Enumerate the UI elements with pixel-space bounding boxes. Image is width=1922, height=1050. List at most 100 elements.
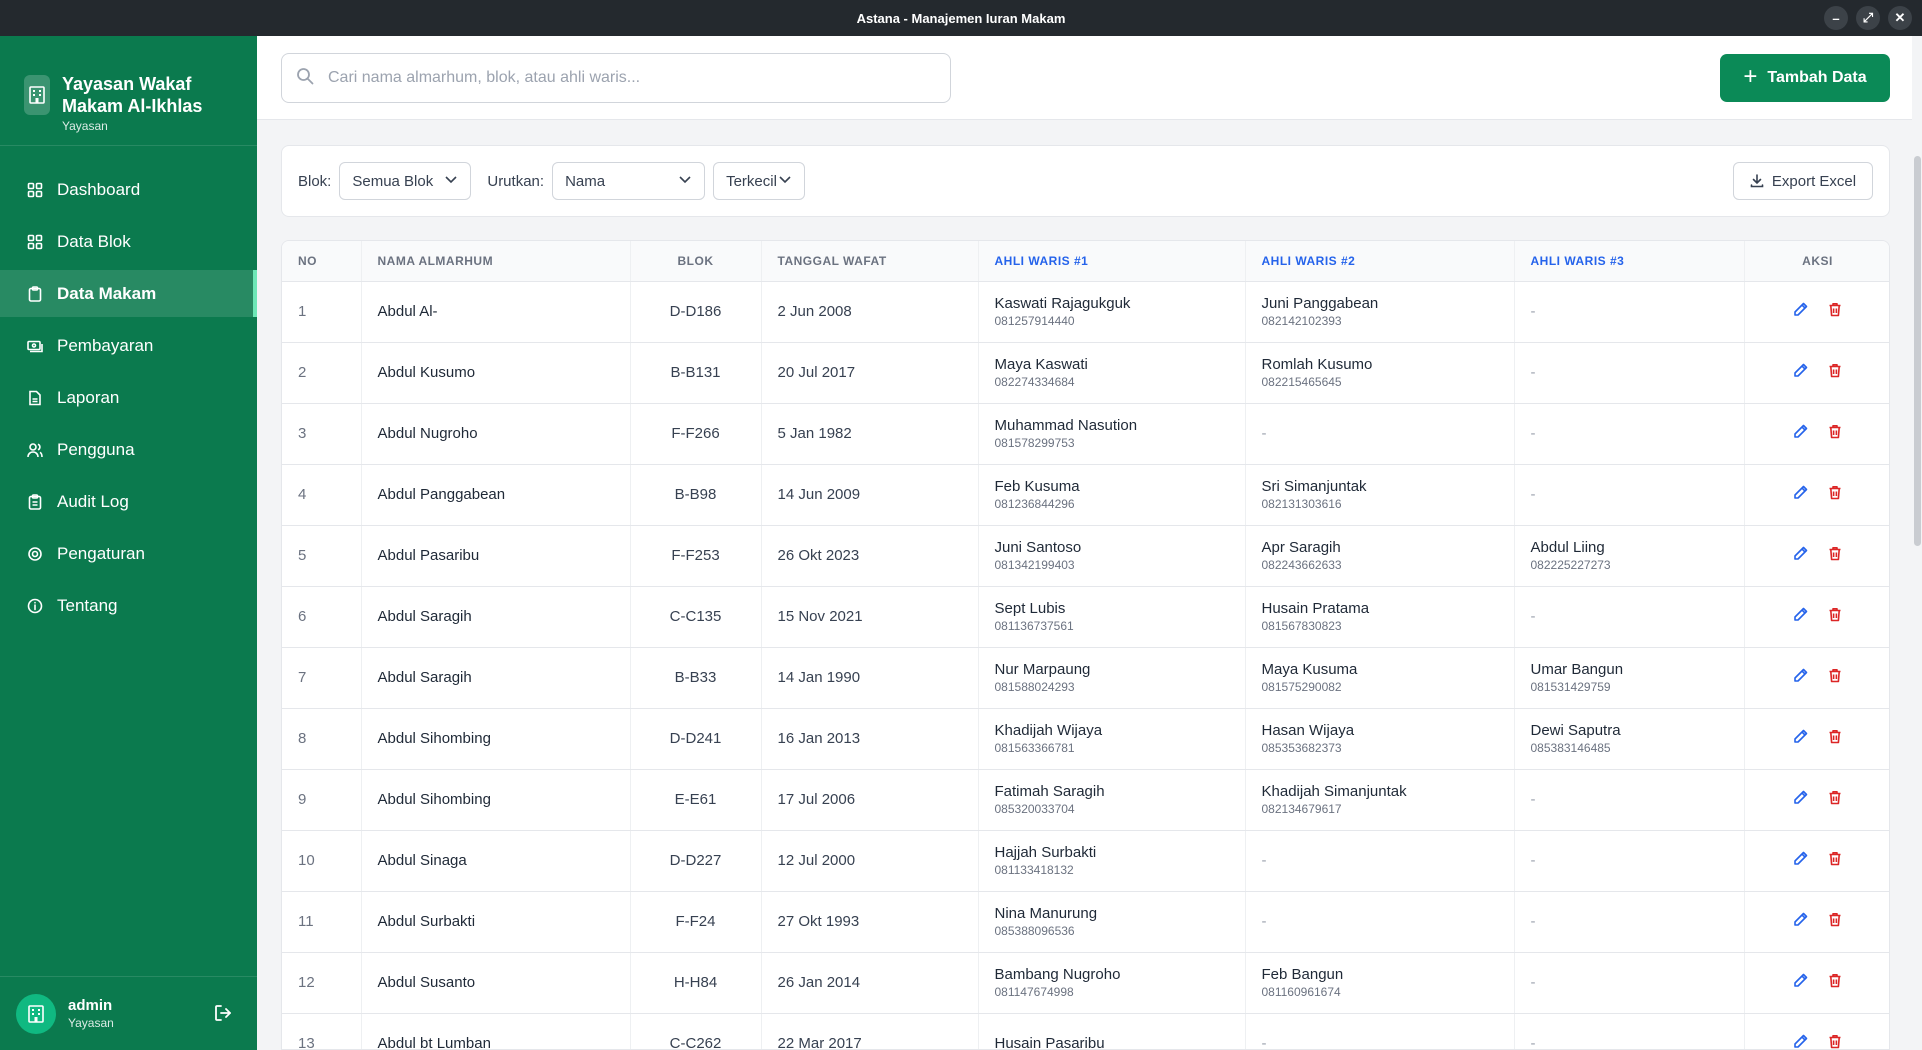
table-row[interactable]: 3 Abdul Nugroho F-F266 5 Jan 1982 Muhammad N…	[282, 403, 1889, 465]
sidebar-item-dashboard[interactable]: Dashboard	[0, 166, 257, 213]
delete-trash-icon[interactable]	[1828, 851, 1842, 870]
col-header-date[interactable]: TANGGAL WAFAT	[761, 241, 979, 282]
heir-phone: 081257914440	[994, 313, 1075, 328]
delete-trash-icon[interactable]	[1828, 363, 1842, 382]
actions-cell	[1744, 769, 1889, 831]
death-date: 15 Nov 2021	[761, 586, 979, 648]
blok-select[interactable]: Semua Blok	[339, 162, 472, 200]
table-row[interactable]: 10 Abdul Sinaga D-D227 12 Jul 2000 Hajjah Su…	[282, 830, 1889, 892]
table-row[interactable]: 6 Abdul Saragih C-C135 15 Nov 2021 Sept Lubi…	[282, 586, 1889, 648]
actions-cell	[1744, 403, 1889, 465]
chevron-down-icon	[778, 172, 792, 190]
edit-pencil-icon[interactable]	[1793, 973, 1808, 992]
edit-pencil-icon[interactable]	[1793, 790, 1808, 809]
table-row[interactable]: 5 Abdul Pasaribu F-F253 26 Okt 2023 Juni San…	[282, 525, 1889, 587]
row-number: 12	[282, 952, 362, 1014]
heir-2-cell: -	[1245, 1013, 1515, 1049]
sidebar-item-pengguna[interactable]: Pengguna	[0, 426, 257, 473]
close-icon[interactable]: ✕	[1888, 6, 1912, 30]
delete-trash-icon[interactable]	[1828, 973, 1842, 992]
col-header-name[interactable]: NAMA ALMARHUM	[361, 241, 631, 282]
heir-3-cell: -	[1514, 403, 1745, 465]
heir-phone: 085320033704	[994, 801, 1075, 816]
heir-name: Kaswati Rajagukguk	[994, 294, 1131, 312]
col-header-heir-3[interactable]: AHLI WARIS #3	[1514, 241, 1745, 282]
table-row[interactable]: 8 Abdul Sihombing D-D241 16 Jan 2013 Khadija…	[282, 708, 1889, 770]
death-date: 22 Mar 2017	[761, 1013, 979, 1049]
heir-3-cell: -	[1514, 891, 1745, 953]
deceased-name: Abdul Saragih	[361, 647, 631, 709]
edit-pencil-icon[interactable]	[1793, 912, 1808, 931]
edit-pencil-icon[interactable]	[1793, 607, 1808, 626]
edit-pencil-icon[interactable]	[1793, 1034, 1808, 1049]
death-date: 12 Jul 2000	[761, 830, 979, 892]
blok-filter-label: Blok:	[298, 172, 332, 190]
heir-phone: 081342199403	[994, 557, 1075, 572]
sidebar-item-tentang[interactable]: Tentang	[0, 582, 257, 629]
edit-pencil-icon[interactable]	[1793, 851, 1808, 870]
delete-trash-icon[interactable]	[1828, 302, 1842, 321]
blok-code: B-B98	[630, 464, 762, 526]
maximize-icon[interactable]: ⤢	[1856, 6, 1880, 30]
edit-pencil-icon[interactable]	[1793, 546, 1808, 565]
delete-trash-icon[interactable]	[1828, 729, 1842, 748]
delete-trash-icon[interactable]	[1828, 668, 1842, 687]
filter-bar: Blok: Semua Blok Urutkan: Nama Terkecil …	[281, 145, 1890, 217]
sort-select[interactable]: Nama	[552, 162, 706, 200]
blok-code: D-D241	[630, 708, 762, 770]
sidebar-item-pembayaran[interactable]: Pembayaran	[0, 322, 257, 369]
edit-pencil-icon[interactable]	[1793, 302, 1808, 321]
table-row[interactable]: 7 Abdul Saragih B-B33 14 Jan 1990 Nur Marpau…	[282, 647, 1889, 709]
empty-mark: -	[1530, 852, 1536, 869]
edit-pencil-icon[interactable]	[1793, 668, 1808, 687]
heir-1-cell: Fatimah Saragih 085320033704	[978, 769, 1246, 831]
blok-code: F-F266	[630, 403, 762, 465]
table-row[interactable]: 9 Abdul Sihombing E-E61 17 Jul 2006 Fatimah …	[282, 769, 1889, 831]
col-header-heir-1[interactable]: AHLI WARIS #1	[978, 241, 1246, 282]
sidebar-nav: Dashboard Data Blok Data Makam Pembayaran La…	[0, 146, 257, 629]
logout-icon[interactable]	[213, 1003, 233, 1028]
edit-pencil-icon[interactable]	[1793, 363, 1808, 382]
heir-1-cell: Nur Marpaung 081588024293	[978, 647, 1246, 709]
order-select[interactable]: Terkecil	[713, 162, 806, 200]
heir-2-cell: Feb Bangun 081160961674	[1245, 952, 1515, 1014]
add-data-button[interactable]: + Tambah Data	[1720, 54, 1890, 102]
delete-trash-icon[interactable]	[1828, 607, 1842, 626]
col-header-heir-2[interactable]: AHLI WARIS #2	[1245, 241, 1515, 282]
heir-phone: 085353682373	[1261, 740, 1342, 755]
search-box	[281, 53, 951, 103]
table-row[interactable]: 12 Abdul Susanto H-H84 26 Jan 2014 Bambang N…	[282, 952, 1889, 1014]
edit-pencil-icon[interactable]	[1793, 424, 1808, 443]
col-header-blok[interactable]: BLOK	[630, 241, 762, 282]
col-header-no[interactable]: NO	[282, 241, 362, 282]
table-row[interactable]: 4 Abdul Panggabean B-B98 14 Jun 2009 Feb Kus…	[282, 464, 1889, 526]
delete-trash-icon[interactable]	[1828, 485, 1842, 504]
gear-icon	[27, 546, 43, 562]
scrollbar-thumb[interactable]	[1914, 156, 1921, 546]
sidebar-item-label: Audit Log	[57, 491, 129, 511]
table-row[interactable]: 13 Abdul bt Lumban C-C262 22 Mar 2017 Husain…	[282, 1013, 1889, 1049]
sidebar-item-data-blok[interactable]: Data Blok	[0, 218, 257, 265]
heir-name: Khadijah Wijaya	[994, 721, 1103, 739]
delete-trash-icon[interactable]	[1828, 424, 1842, 443]
search-input[interactable]	[328, 69, 928, 87]
blok-code: F-F253	[630, 525, 762, 587]
sidebar-item-data-makam[interactable]: Data Makam	[0, 270, 257, 317]
edit-pencil-icon[interactable]	[1793, 485, 1808, 504]
delete-trash-icon[interactable]	[1828, 912, 1842, 931]
delete-trash-icon[interactable]	[1828, 1034, 1842, 1049]
table-row[interactable]: 2 Abdul Kusumo B-B131 20 Jul 2017 Maya Kaswa…	[282, 342, 1889, 404]
delete-trash-icon[interactable]	[1828, 546, 1842, 565]
delete-trash-icon[interactable]	[1828, 790, 1842, 809]
export-excel-button[interactable]: Export Excel	[1733, 162, 1873, 200]
edit-pencil-icon[interactable]	[1793, 729, 1808, 748]
sidebar-item-audit-log[interactable]: Audit Log	[0, 478, 257, 525]
top-header: + Tambah Data	[257, 36, 1922, 120]
scrollbar[interactable]	[1912, 36, 1922, 1050]
heir-phone: 081531429759	[1530, 679, 1611, 694]
minimize-icon[interactable]: –	[1824, 6, 1848, 30]
sidebar-item-pengaturan[interactable]: Pengaturan	[0, 530, 257, 577]
table-row[interactable]: 11 Abdul Surbakti F-F24 27 Okt 1993 Nina Man…	[282, 891, 1889, 953]
table-row[interactable]: 1 Abdul Al- D-D186 2 Jun 2008 Kaswati Rajagu…	[282, 281, 1889, 343]
sidebar-item-laporan[interactable]: Laporan	[0, 374, 257, 421]
